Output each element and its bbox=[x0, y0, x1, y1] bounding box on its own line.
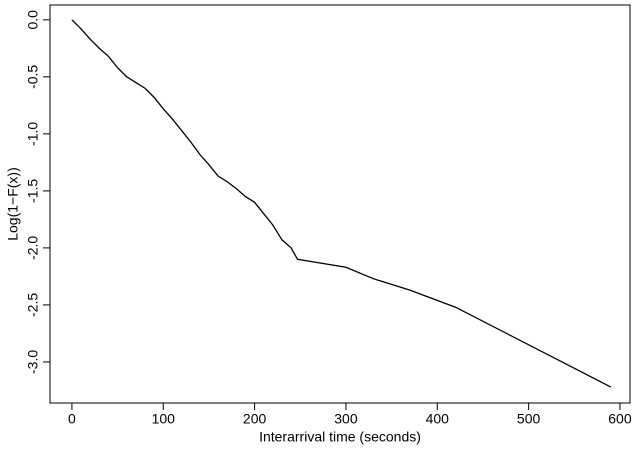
y-tick-label: -2.0 bbox=[25, 236, 41, 260]
y-tick-label: -1.0 bbox=[25, 122, 41, 146]
y-tick-label: -3.0 bbox=[25, 350, 41, 374]
x-tick-label: 600 bbox=[608, 411, 632, 427]
data-line bbox=[71, 19, 612, 388]
x-tick-label: 200 bbox=[243, 411, 267, 427]
plot-frame bbox=[49, 4, 631, 404]
y-tick-label: -0.5 bbox=[25, 65, 41, 89]
y-tick-label: -1.5 bbox=[25, 179, 41, 203]
x-tick-label: 100 bbox=[152, 411, 176, 427]
x-tick-label: 0 bbox=[68, 411, 76, 427]
y-tick-label: 0.0 bbox=[25, 10, 41, 30]
x-tick-label: 300 bbox=[334, 411, 358, 427]
x-axis-label: Interarrival time (seconds) bbox=[259, 429, 421, 445]
x-tick-label: 500 bbox=[517, 411, 541, 427]
y-tick-label: -2.5 bbox=[25, 293, 41, 317]
x-tick-label: 400 bbox=[426, 411, 450, 427]
y-axis-label: Log(1−F(x)) bbox=[5, 167, 21, 241]
